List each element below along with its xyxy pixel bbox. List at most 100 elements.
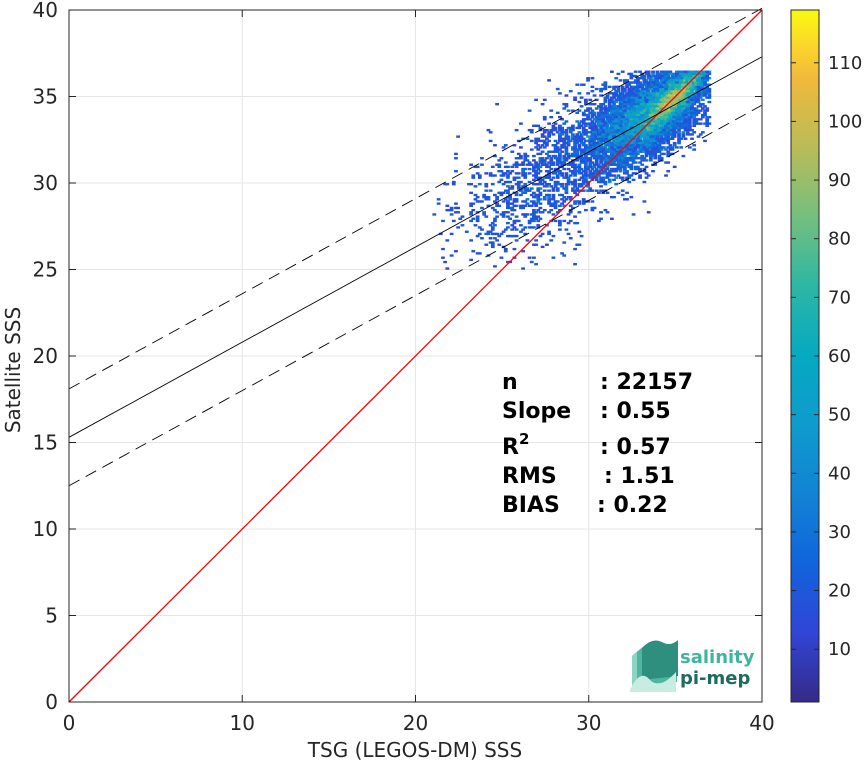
density-cell <box>651 90 655 93</box>
density-cell <box>506 180 510 184</box>
density-cell <box>694 94 699 97</box>
density-cell <box>581 122 586 125</box>
density-cell <box>646 83 651 86</box>
density-cell <box>672 98 677 102</box>
density-cell <box>603 111 608 114</box>
density-cell <box>692 94 697 97</box>
density-cell <box>638 70 642 73</box>
density-cell <box>590 120 595 123</box>
density-cell <box>638 144 642 147</box>
density-cell <box>562 176 567 179</box>
density-cell <box>601 135 606 138</box>
density-cell <box>605 122 610 125</box>
density-cell <box>633 172 638 175</box>
density-cell <box>551 213 556 216</box>
density-cell <box>603 137 608 140</box>
density-cell <box>664 122 668 125</box>
density-cell <box>573 150 577 153</box>
density-cell <box>499 174 504 177</box>
density-cell <box>603 113 608 117</box>
density-cell <box>627 126 632 130</box>
density-cell <box>558 137 562 140</box>
density-cell <box>536 189 541 192</box>
x-tick-label: 30 <box>576 711 601 735</box>
density-cell <box>670 79 675 82</box>
logo-line2: pi-mep <box>680 668 750 689</box>
density-cell <box>661 122 666 125</box>
density-cell <box>566 163 571 166</box>
density-cell <box>564 152 569 156</box>
density-cell <box>670 85 675 89</box>
density-cell <box>575 221 580 225</box>
density-cell <box>623 111 627 114</box>
density-cell <box>681 113 686 117</box>
density-cell <box>625 148 629 151</box>
density-cell <box>661 92 666 95</box>
density-cell <box>644 172 649 175</box>
density-cell <box>670 83 675 86</box>
density-cell <box>445 204 450 207</box>
density-cell <box>592 139 597 143</box>
density-cell <box>573 172 577 175</box>
density-cell <box>484 185 489 188</box>
density-cell <box>508 180 512 184</box>
density-cell <box>545 157 549 160</box>
density-cell <box>562 254 567 257</box>
density-cell <box>612 159 616 162</box>
density-cell <box>640 148 645 151</box>
density-cell <box>568 126 573 130</box>
density-cell <box>488 172 493 175</box>
density-cell <box>590 172 595 175</box>
density-cell <box>623 118 627 121</box>
density-cell <box>536 148 541 151</box>
density-cell <box>490 174 495 177</box>
density-cell <box>560 118 564 121</box>
density-cell <box>601 148 606 151</box>
density-cell <box>525 213 530 216</box>
density-cell <box>603 180 608 184</box>
density-cell <box>590 102 595 106</box>
density-cell <box>523 232 528 236</box>
density-cell <box>514 157 519 160</box>
density-cell <box>690 92 694 95</box>
density-cell <box>670 81 675 84</box>
density-cell <box>573 189 577 192</box>
density-cell <box>588 137 593 140</box>
density-cell <box>575 187 580 190</box>
density-cell <box>614 98 619 102</box>
density-cell <box>614 131 619 134</box>
density-cell <box>586 159 590 162</box>
density-cell <box>696 74 701 78</box>
density-cell <box>534 170 538 173</box>
density-cell <box>573 98 577 102</box>
density-cell <box>707 96 712 99</box>
density-cell <box>581 170 586 173</box>
density-cell <box>698 133 703 136</box>
density-cell <box>588 98 593 102</box>
density-cell <box>659 90 664 93</box>
density-cell <box>664 139 668 143</box>
density-cell <box>564 120 569 123</box>
density-cell <box>685 118 690 121</box>
density-cell <box>549 109 554 112</box>
density-cell <box>681 131 686 134</box>
density-cell <box>566 195 571 199</box>
density-cell <box>564 94 569 97</box>
density-cell <box>601 165 606 169</box>
density-cell <box>648 128 653 132</box>
density-cell <box>605 137 610 140</box>
density-cell <box>579 183 584 186</box>
density-cell <box>577 146 582 149</box>
density-cell <box>674 90 679 93</box>
density-cell <box>536 208 541 212</box>
density-cell <box>627 113 632 117</box>
density-cell <box>506 165 510 169</box>
density-cell <box>668 79 673 82</box>
density-cell <box>603 85 608 89</box>
density-cell <box>551 133 556 136</box>
density-cell <box>655 98 660 102</box>
density-cell <box>512 163 517 166</box>
density-cell <box>603 163 608 166</box>
density-cell <box>644 98 649 102</box>
density-cell <box>540 102 545 106</box>
